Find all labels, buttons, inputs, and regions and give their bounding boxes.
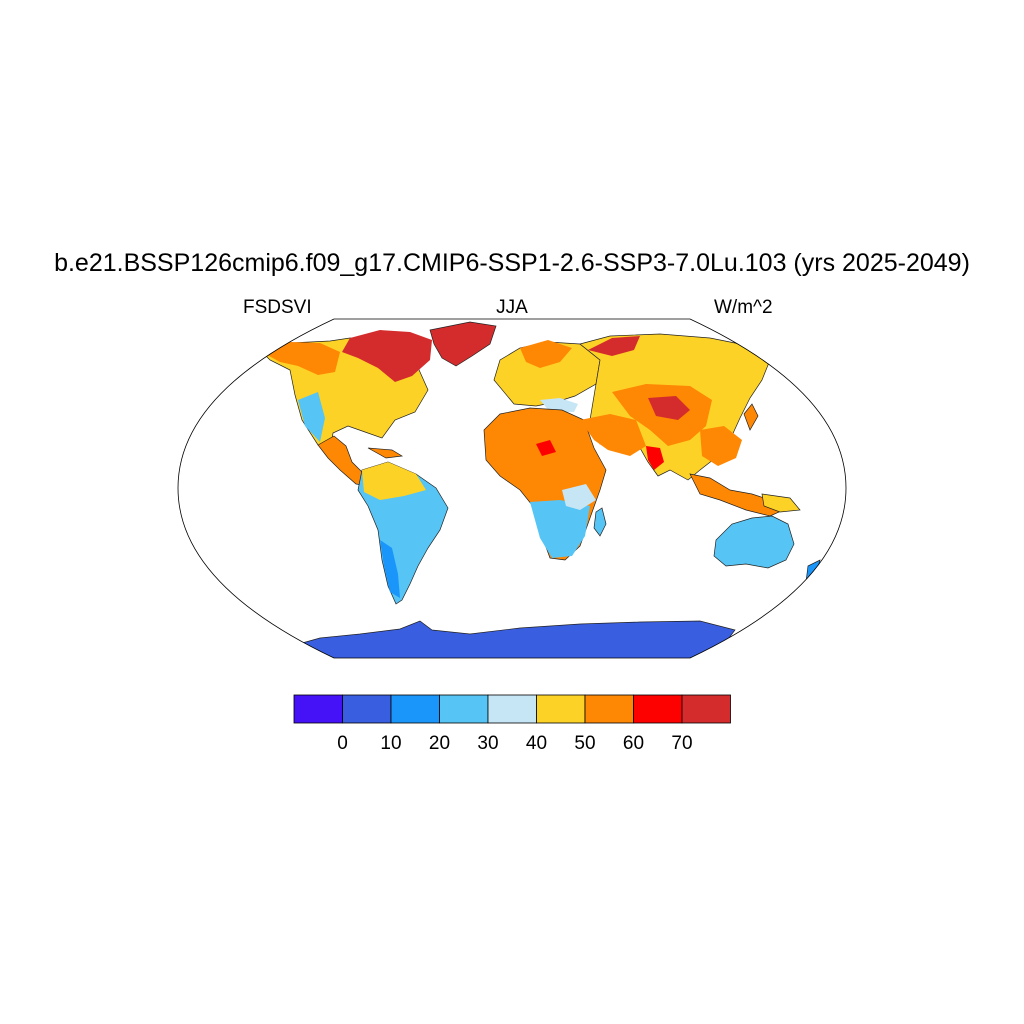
canadian-arctic-region <box>342 330 432 382</box>
caribbean-region <box>367 447 404 459</box>
variable-label: FSDSVI <box>243 297 312 318</box>
colorbar-tick-label: 60 <box>623 733 644 754</box>
colorbar-box-c60_70 <box>633 694 683 724</box>
amazon-north-region <box>362 462 426 500</box>
mediterranean-region <box>540 398 578 412</box>
map-content <box>261 321 821 658</box>
southern-africa-region <box>530 500 590 558</box>
colorbar-tick-label: 50 <box>574 733 595 754</box>
siberia-arctic-region <box>588 336 640 356</box>
colorbar-box-c20_30 <box>439 694 489 724</box>
scandinavia-region <box>520 340 572 368</box>
tibet-hotspot-region <box>648 396 690 420</box>
middle-east-region <box>580 414 646 456</box>
colorbar-boxes <box>293 694 731 724</box>
alaska-region <box>262 342 340 375</box>
colorbar-tick-label: 20 <box>429 733 450 754</box>
greenland-region <box>429 321 497 367</box>
western-us-region <box>298 392 325 442</box>
colorbar-box-c40_50 <box>536 694 586 724</box>
east-asia-region <box>700 426 742 466</box>
colorbar-box-c30_40 <box>487 694 537 724</box>
madagascar-region <box>593 507 607 537</box>
colorbar-box-lt0 <box>293 694 343 724</box>
map-boundary <box>177 318 847 659</box>
colorbar-box-c10_20 <box>390 694 440 724</box>
plot-title: b.e21.BSSP126cmip6.f09_g17.CMIP6-SSP1-2.… <box>54 249 970 277</box>
colorbar-tick-label: 70 <box>671 733 692 754</box>
colorbar-tick-labels: 0 10 20 30 40 50 60 70 <box>337 733 692 754</box>
sahara-hotspot-region <box>536 440 556 456</box>
units-label: W/m^2 <box>714 297 773 318</box>
colorbar-box-gt70 <box>681 694 731 724</box>
india-hotspot-region <box>646 446 664 470</box>
colorbar-tick-label: 10 <box>380 733 401 754</box>
east-africa-region <box>562 484 596 510</box>
new-guinea-region <box>761 493 801 513</box>
colorbar-box-c50_60 <box>584 694 634 724</box>
japan-region <box>743 403 759 431</box>
colorbar-tick-label: 40 <box>526 733 547 754</box>
colorbar-tick-label: 30 <box>477 733 498 754</box>
australia-region <box>713 515 795 569</box>
andes-south-region <box>380 540 400 598</box>
season-label: JJA <box>496 297 528 318</box>
colorbar-box-c0_10 <box>342 694 392 724</box>
colorbar-tick-label: 0 <box>337 733 348 754</box>
